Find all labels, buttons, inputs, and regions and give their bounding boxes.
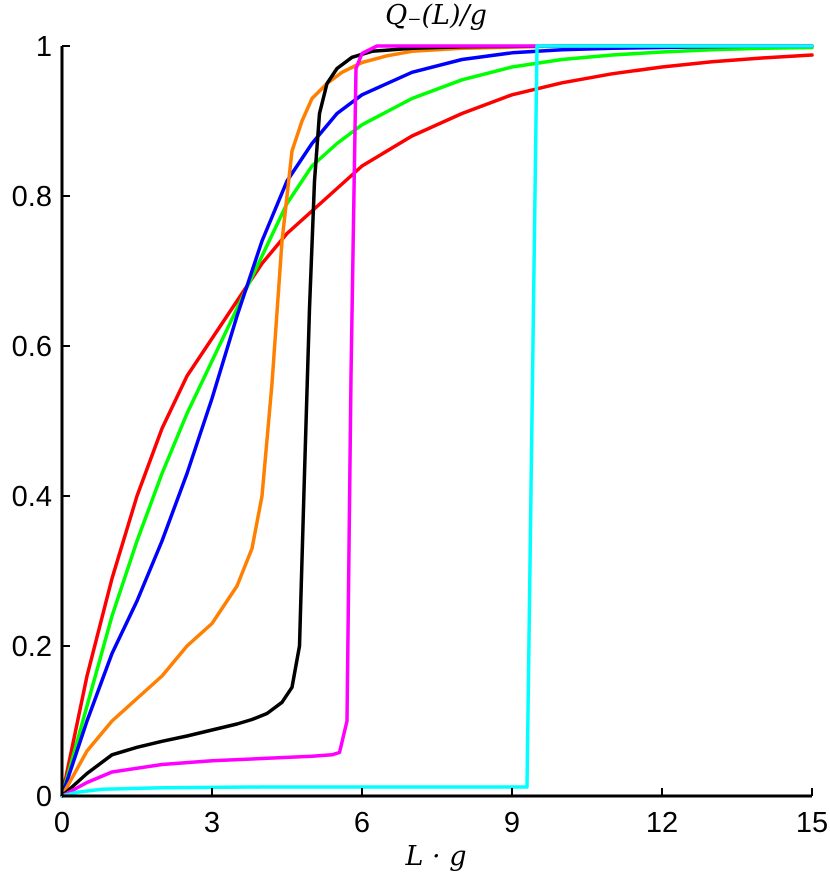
x-tick-label: 0	[54, 807, 70, 839]
chart-title: Q₋(L)/g	[385, 0, 487, 31]
series-line-1	[60, 53, 814, 798]
y-tick-label: 0.2	[12, 631, 52, 663]
y-tick-label: 0.8	[12, 181, 52, 213]
series-line-4	[60, 44, 814, 798]
y-tick-label: 0.4	[12, 481, 52, 513]
series-line-2	[60, 45, 814, 798]
series-line-5	[60, 44, 814, 798]
series-line-6	[60, 44, 814, 798]
tick-layer: 0 3 6 9 12 15 0 0.2 0.4 0.6 0.8 1	[12, 31, 828, 839]
y-tick-label: 0.6	[12, 331, 52, 363]
y-tick-label: 1	[36, 31, 52, 63]
x-tick-label: 3	[204, 807, 220, 839]
x-tick-label: 12	[646, 807, 678, 839]
x-tick-label: 15	[796, 807, 828, 839]
x-tick-label: 9	[504, 807, 520, 839]
series-line-7	[60, 44, 814, 798]
x-tick-label: 6	[354, 807, 370, 839]
x-axis-label: L · g	[405, 841, 467, 872]
series-layer	[60, 44, 814, 798]
y-tick-label: 0	[36, 781, 52, 813]
series-line-3	[60, 44, 814, 798]
